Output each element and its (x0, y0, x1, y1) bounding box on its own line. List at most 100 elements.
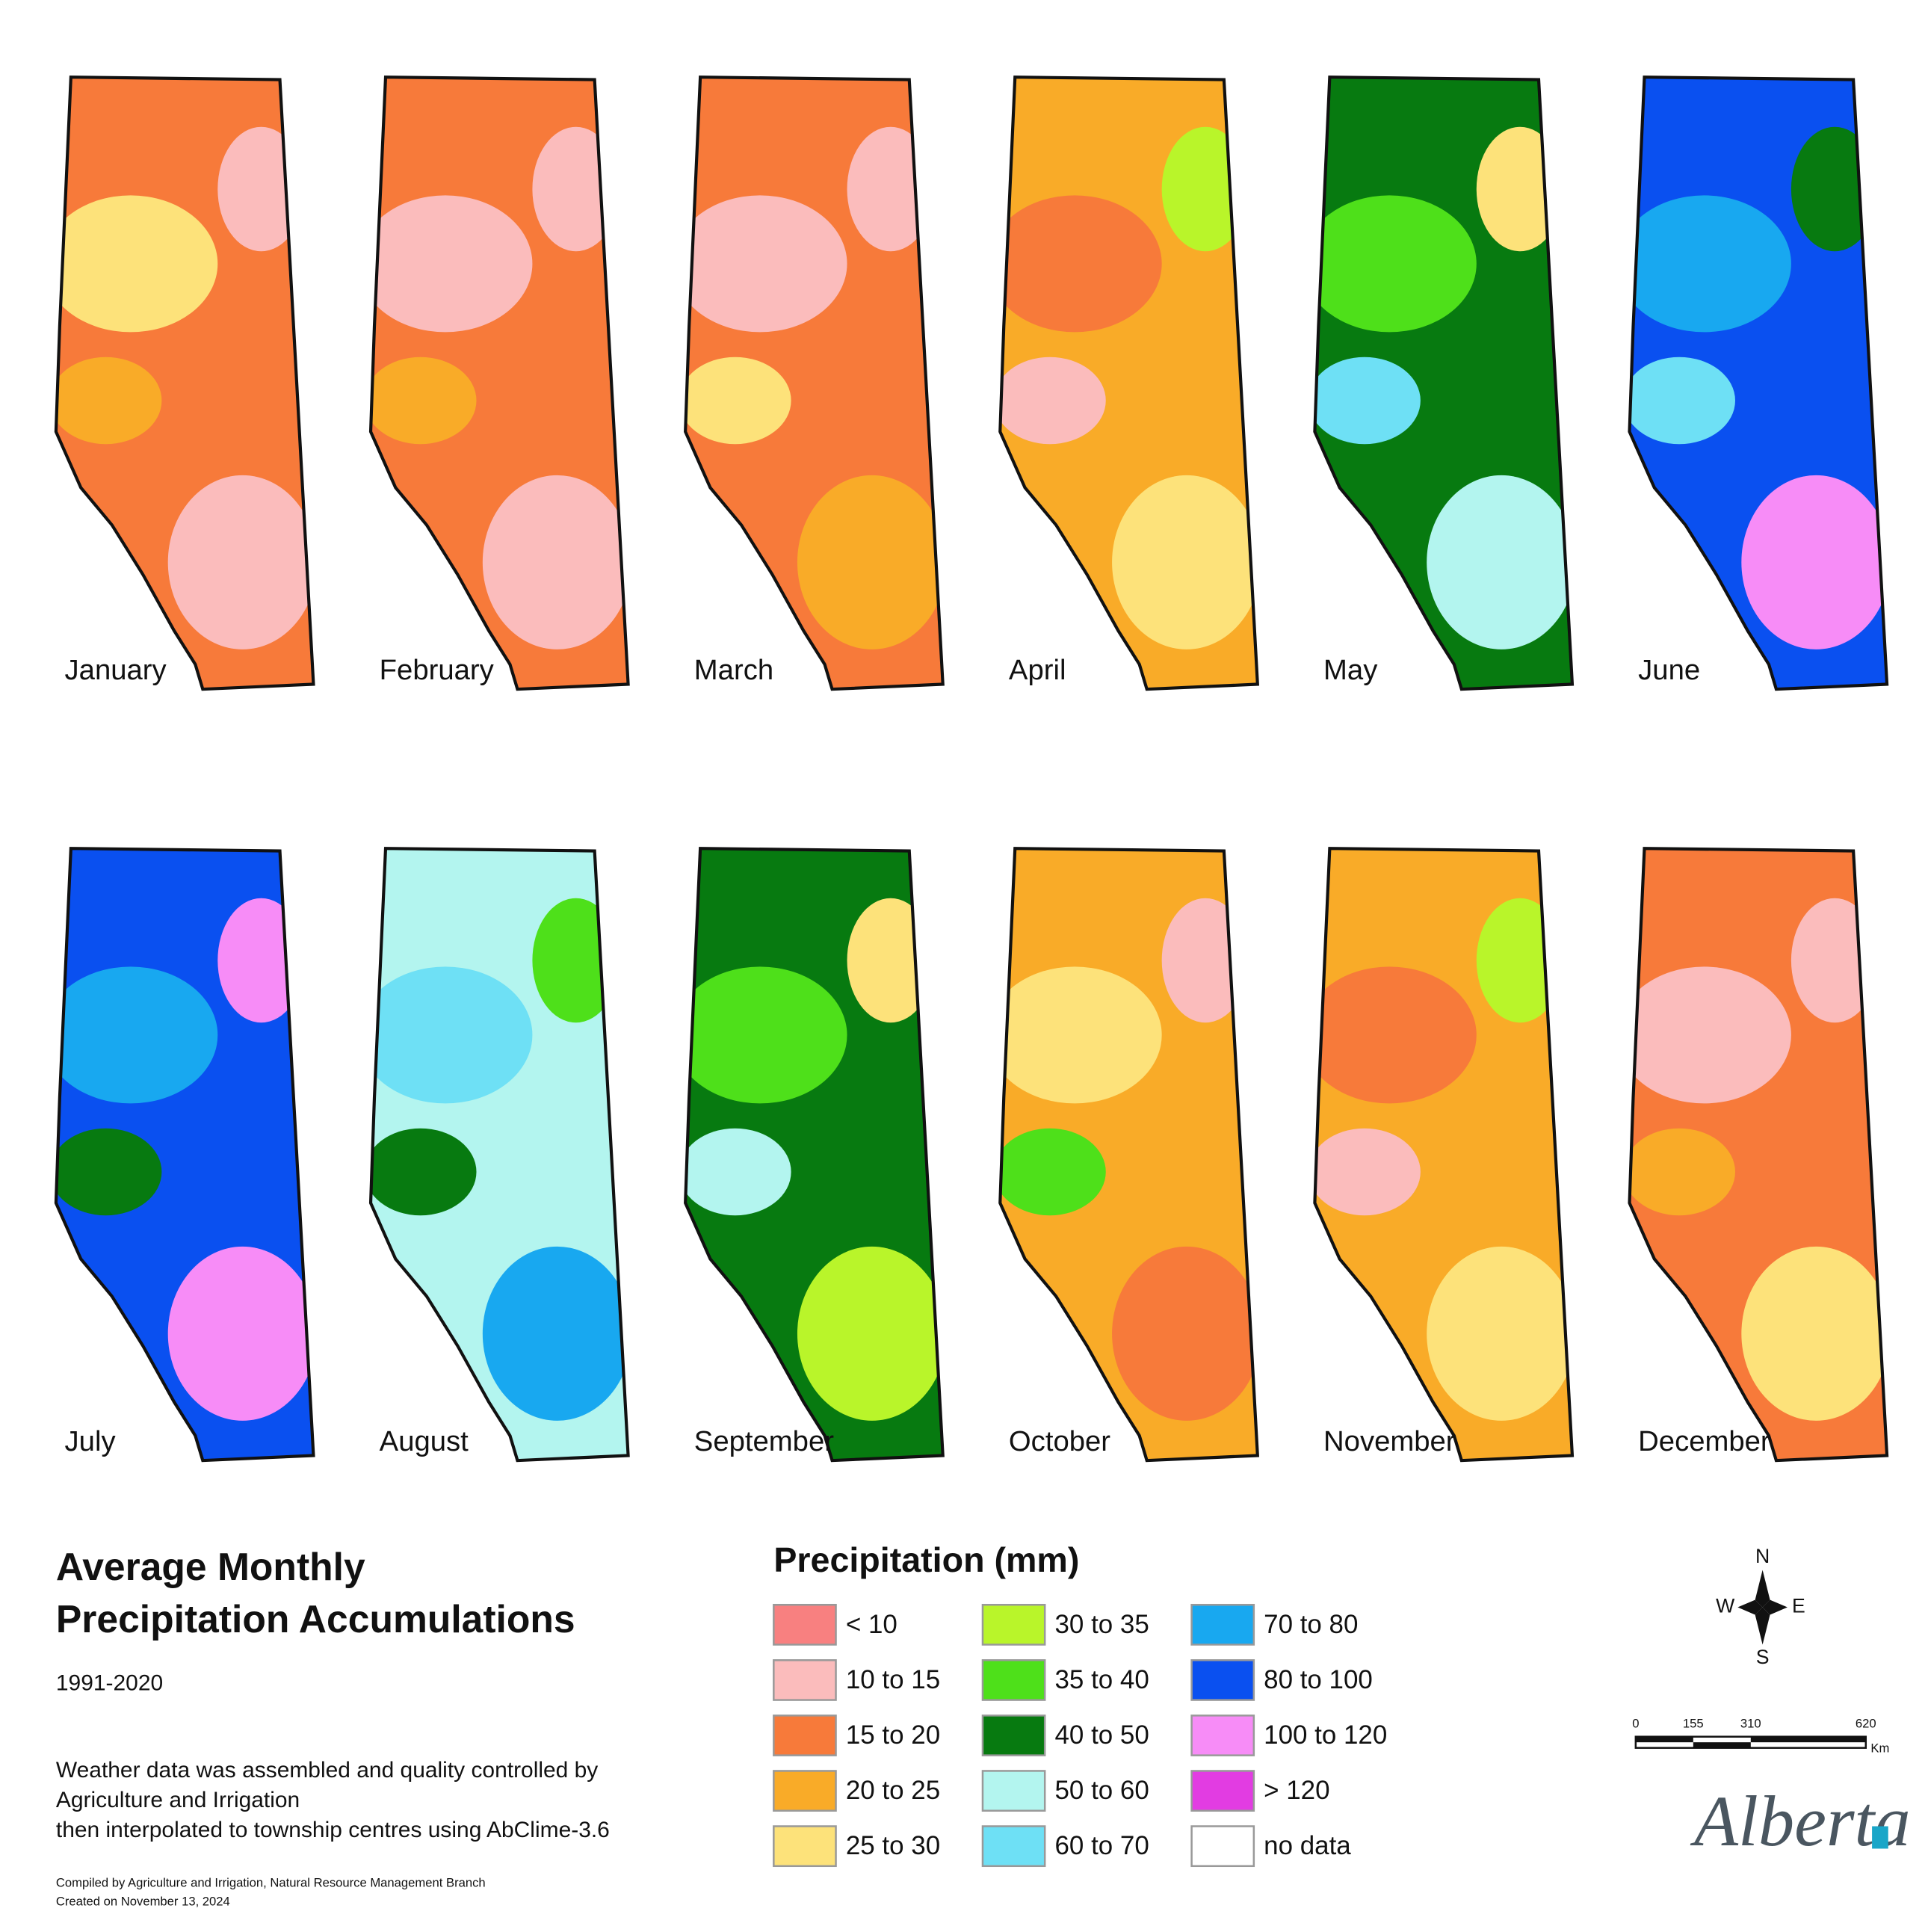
province-outline (1313, 847, 1575, 1463)
province-outline (684, 847, 945, 1463)
precip-area (685, 966, 847, 1104)
precip-area (55, 1128, 162, 1216)
province-map (1629, 77, 1888, 690)
scale-label: 155 (1683, 1716, 1704, 1730)
scale-bar-segment (1635, 1736, 1693, 1743)
scale-label: 0 (1632, 1716, 1639, 1730)
precip-area (1112, 475, 1258, 649)
legend-swatch (1190, 1770, 1255, 1812)
precip-area (685, 357, 791, 445)
legend-swatch (773, 1825, 837, 1868)
precip-area (167, 475, 314, 649)
title: Precipitation Accumulations (56, 1597, 575, 1641)
legend-swatch (773, 1603, 837, 1646)
precip-area (1790, 898, 1879, 1023)
province-outline (368, 75, 630, 691)
precip-area (685, 195, 847, 333)
precip-area (1476, 898, 1564, 1023)
legend-label: 50 to 60 (1055, 1776, 1149, 1805)
precip-area (1000, 357, 1106, 445)
legend-label: 10 to 15 (846, 1665, 940, 1694)
month-label: September (694, 1425, 834, 1457)
month-label: January (65, 654, 167, 686)
precip-area (55, 195, 218, 333)
month-label: May (1323, 654, 1378, 686)
scale-label: 310 (1740, 1716, 1761, 1730)
province-outline (998, 847, 1260, 1463)
month-label: August (380, 1425, 469, 1457)
province-map (685, 77, 943, 690)
province-map (1000, 77, 1258, 690)
province-outline (1628, 847, 1889, 1463)
precip-area (217, 126, 305, 252)
legend-swatch (981, 1715, 1046, 1756)
legend-swatch (981, 1770, 1046, 1812)
month-label: October (1009, 1425, 1110, 1457)
precip-area (1629, 966, 1791, 1104)
legend-swatch (1190, 1659, 1255, 1701)
month-label: July (65, 1425, 117, 1457)
legend-label: > 120 (1264, 1776, 1329, 1805)
description: Agriculture and Irrigation (56, 1788, 300, 1812)
precip-area (55, 966, 218, 1104)
precip-area (847, 898, 935, 1023)
legend-label: 60 to 70 (1055, 1831, 1149, 1860)
precip-area (371, 966, 533, 1104)
legend-swatch (1190, 1825, 1255, 1868)
precip-area (371, 195, 533, 333)
compass-e: E (1792, 1595, 1805, 1617)
precip-area (1629, 1128, 1735, 1216)
legend-swatch (1190, 1715, 1255, 1756)
legend-label: 30 to 35 (1055, 1610, 1149, 1639)
legend-label: no data (1264, 1831, 1351, 1860)
compass (1737, 1570, 1788, 1645)
province-outline (998, 75, 1260, 691)
logo-mark (1872, 1826, 1888, 1849)
legend-label: 15 to 20 (846, 1720, 940, 1750)
compass-n: N (1755, 1545, 1770, 1567)
legend-swatch (981, 1603, 1046, 1646)
precip-area (1741, 1246, 1888, 1421)
province-map (1629, 848, 1888, 1461)
province-map (371, 848, 628, 1461)
precip-area (55, 357, 162, 445)
precip-area (532, 898, 620, 1023)
month-label: June (1638, 654, 1700, 686)
precip-area (1161, 126, 1249, 252)
legend-swatch (981, 1825, 1046, 1868)
compass-w: W (1716, 1595, 1735, 1617)
precip-area (1000, 195, 1162, 333)
precip-area (1314, 1128, 1421, 1216)
province-map (55, 848, 314, 1461)
province-outline (54, 847, 315, 1463)
province-map (55, 77, 314, 690)
province-map (1314, 77, 1572, 690)
precip-area (1427, 1246, 1572, 1421)
title: Average Monthly (56, 1545, 365, 1588)
precip-area (532, 126, 620, 252)
legend-label: 40 to 50 (1055, 1720, 1149, 1750)
province-map (1314, 848, 1572, 1461)
precip-area (685, 1128, 791, 1216)
legend-swatch (981, 1659, 1046, 1701)
province-outline (368, 847, 630, 1463)
compass-s: S (1756, 1646, 1770, 1668)
precip-area (371, 1128, 477, 1216)
legend-label: 70 to 80 (1264, 1610, 1358, 1639)
period: 1991-2020 (56, 1671, 163, 1696)
scale-unit: Km (1870, 1741, 1889, 1756)
scale-bar-segment (1750, 1736, 1866, 1743)
legend-swatch (773, 1715, 837, 1756)
province-map (685, 848, 943, 1461)
precip-area (1314, 357, 1421, 445)
scale-bar-segment (1693, 1742, 1751, 1748)
precip-area (1000, 966, 1162, 1104)
logo: Alberta (1690, 1781, 1911, 1861)
legend-title: Precipitation (mm) (773, 1540, 1079, 1579)
credit: Compiled by Agriculture and Irrigation, … (56, 1875, 486, 1889)
precip-area (1629, 357, 1735, 445)
precip-area (797, 475, 943, 649)
description: then interpolated to township centres us… (56, 1818, 610, 1842)
precip-area (1314, 195, 1477, 333)
description: Weather data was assembled and quality c… (56, 1758, 598, 1783)
